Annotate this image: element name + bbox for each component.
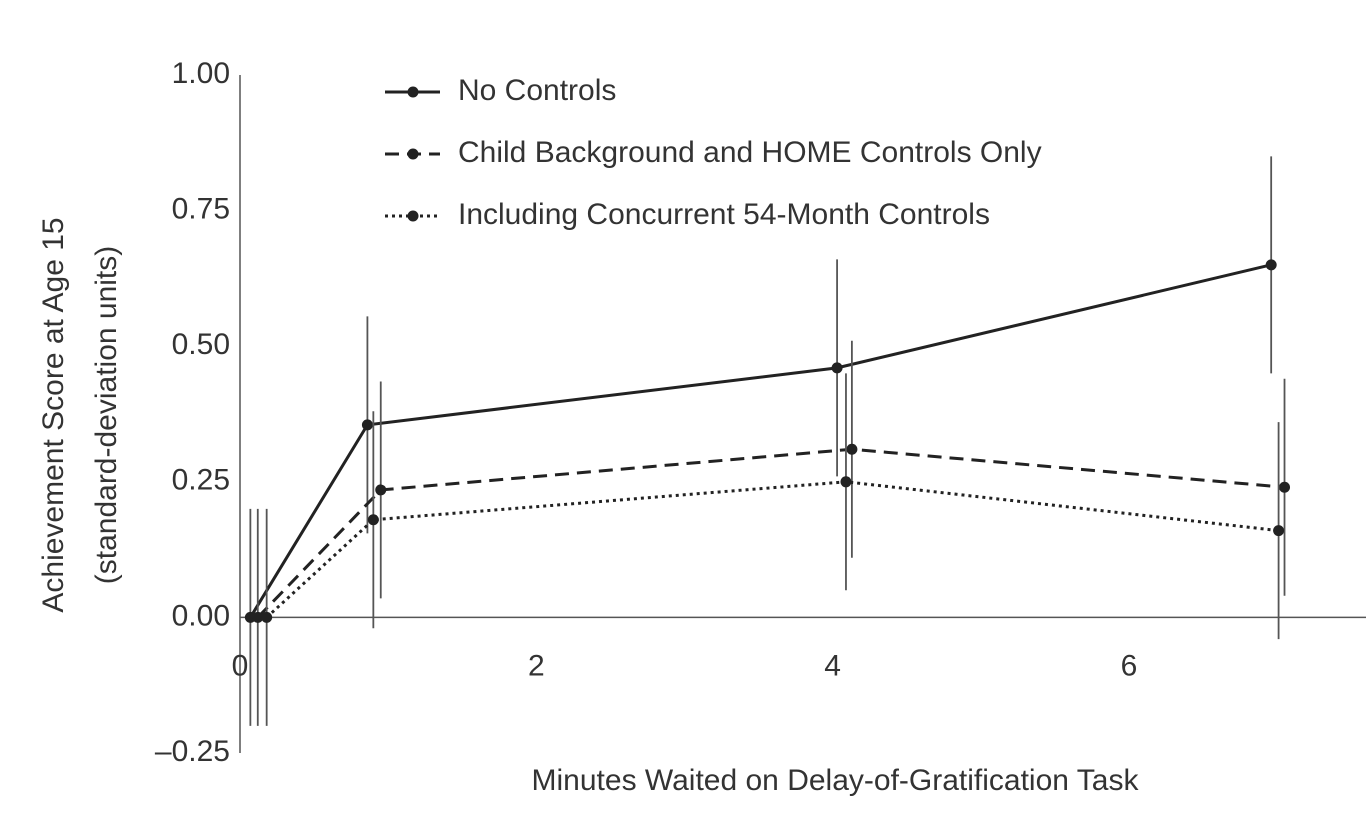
y-tick-label: 0.25 [172,464,230,497]
y-tick-label: 0.00 [172,599,230,632]
data-point [261,611,273,623]
legend-marker [407,86,419,98]
data-point [840,476,852,488]
x-tick-label: 6 [1121,649,1138,682]
x-axis-label: Minutes Waited on Delay-of-Gratification… [532,764,1140,797]
x-tick-label: 0 [232,649,249,682]
y-tick-label: –0.25 [155,735,230,768]
x-tick-label: 2 [528,649,545,682]
y-tick-label: 1.00 [172,57,230,90]
series-line [249,263,1272,619]
x-tick-label: 4 [824,649,841,682]
data-point [1279,481,1291,493]
data-point [375,484,387,496]
series-line [265,480,1279,619]
data-point [1265,259,1277,271]
legend-marker [407,210,419,222]
y-axis-label: Achievement Score at Age 15 [37,217,70,612]
series-line [256,447,1285,619]
data-point [252,611,264,623]
legend-label: Child Background and HOME Controls Only [458,136,1042,169]
legend-label: No Controls [458,74,616,107]
data-point [831,362,843,374]
y-axis-label: (standard-deviation units) [90,246,123,585]
y-tick-label: 0.50 [172,328,230,361]
legend-label: Including Concurrent 54-Month Controls [458,198,990,231]
data-point [1273,525,1285,537]
data-point [367,514,379,526]
legend-marker [407,148,419,160]
data-point [846,443,858,455]
data-point [361,419,373,431]
y-tick-label: 0.75 [172,193,230,226]
